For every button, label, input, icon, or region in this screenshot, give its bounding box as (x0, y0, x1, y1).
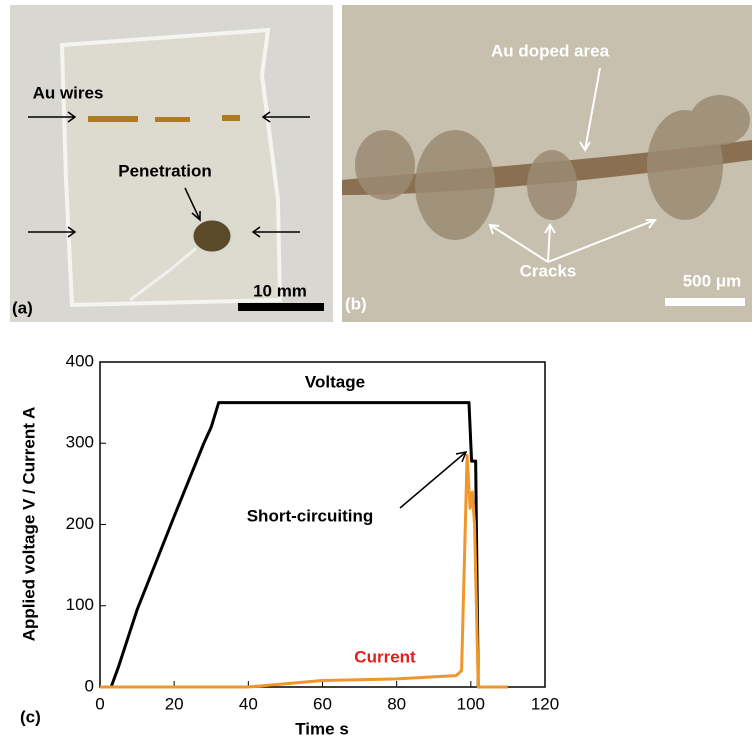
panel-label: (a) (12, 298, 33, 317)
y-tick-label: 300 (66, 433, 94, 452)
label: 10 mm (253, 281, 307, 300)
y-tick-label: 400 (66, 351, 94, 370)
x-tick-label: 100 (457, 694, 485, 713)
y-tick-label: 100 (66, 595, 94, 614)
label: Cracks (520, 261, 577, 280)
series-line (100, 455, 508, 687)
series-label: Voltage (305, 372, 365, 391)
label: Penetration (118, 161, 212, 180)
y-tick-label: 0 (85, 676, 94, 695)
chart: Applied voltage V / Current A Time s (c)… (19, 351, 559, 738)
annotation: Short-circuiting (247, 506, 374, 525)
x-tick-label: 120 (531, 694, 559, 713)
x-axis-title: Time s (295, 719, 349, 738)
label: Au doped area (491, 41, 610, 60)
x-tick-label: 20 (165, 694, 184, 713)
x-tick-label: 40 (239, 694, 258, 713)
arrow (400, 452, 466, 508)
x-tick-label: 60 (313, 694, 332, 713)
label: Au wires (33, 83, 104, 102)
x-tick-label: 80 (387, 694, 406, 713)
figure: Au wires Penetration 10 mm (a) Au doped … (0, 0, 754, 744)
photo-b: Au doped area Cracks 500 μm (b) (342, 5, 752, 322)
y-axis-title: Applied voltage V / Current A (19, 407, 38, 642)
label: 500 μm (683, 271, 742, 290)
series-line (100, 403, 508, 687)
panel-label: (c) (20, 707, 41, 726)
y-tick-label: 200 (66, 514, 94, 533)
series-label: Current (354, 647, 416, 666)
photo-a: Au wires Penetration 10 mm (a) (10, 5, 333, 322)
panel-label: (b) (345, 294, 367, 313)
x-tick-label: 0 (95, 694, 104, 713)
